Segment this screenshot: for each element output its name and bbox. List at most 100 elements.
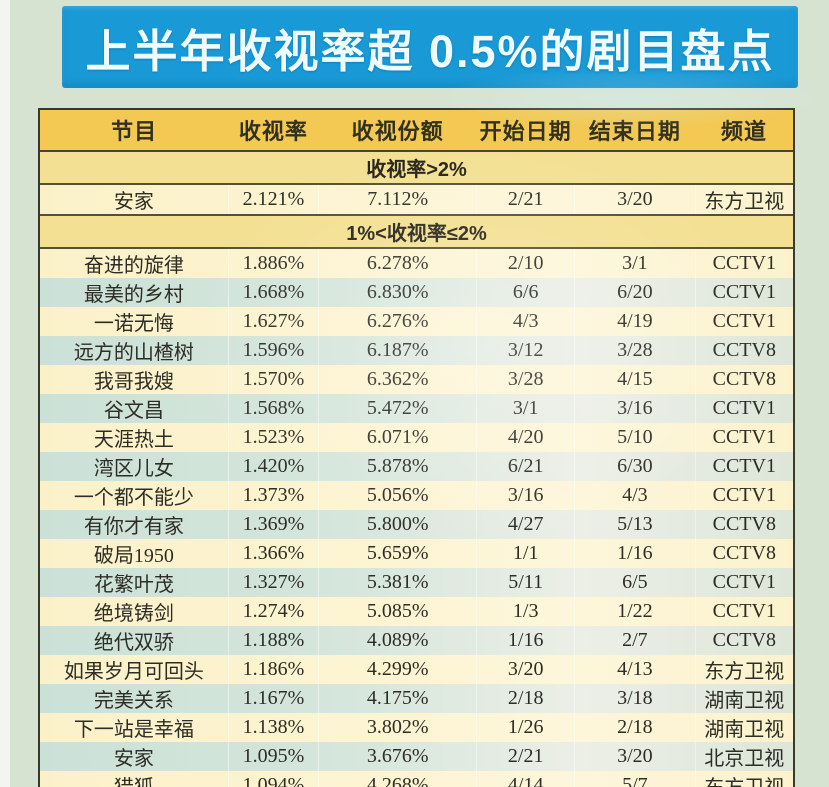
section-header-row: 1%<收视率≤2% — [40, 214, 793, 249]
end-date: 2/18 — [574, 713, 696, 742]
rating-value: 1.570% — [227, 365, 319, 394]
start-date: 1/1 — [476, 539, 575, 568]
start-date: 5/11 — [476, 568, 575, 597]
start-date: 3/12 — [476, 336, 575, 365]
table-row: 花繁叶茂 1.327% 5.381% 5/11 6/5 CCTV1 — [40, 568, 793, 597]
program-name: 破局1950 — [93, 545, 174, 567]
rating-value: 1.420% — [227, 452, 319, 481]
table-row: 下一站是幸福 1.138% 3.802% 1/26 2/18 湖南卫视 — [40, 713, 793, 742]
share-value: 5.878% — [318, 452, 477, 481]
left-margin-strip — [0, 0, 10, 787]
start-date: 4/20 — [476, 423, 575, 452]
share-value: 3.676% — [318, 742, 477, 771]
program-name: 安家 — [113, 748, 154, 770]
rating-value: 1.186% — [227, 655, 319, 684]
channel-name: CCTV1 — [694, 423, 793, 452]
program-name: 完美关系 — [93, 690, 174, 712]
section-header-row: 收视率>2% — [40, 150, 793, 185]
program-name: 最美的乡村 — [83, 284, 184, 306]
end-date: 1/16 — [574, 539, 696, 568]
share-value: 5.659% — [318, 539, 477, 568]
table-row: 猎狐1.094%4.268%4/145/7东方卫视 — [40, 771, 793, 787]
table-row: 如果岁月可回头 1.186% 4.299% 3/20 4/13 东方卫视 — [40, 655, 793, 684]
channel-name: CCTV1 — [694, 248, 793, 278]
page-title: 上半年收视率超 0.5%的剧目盘点 — [85, 25, 775, 77]
start-date: 6/6 — [476, 278, 575, 307]
table-row: 完美关系 1.167% 4.175% 2/18 3/18 湖南卫视 — [40, 684, 793, 713]
channel-name: CCTV1 — [694, 597, 793, 626]
table-header-row: 节目 收视率 收视份额 开始日期 结束日期 频道 — [40, 110, 793, 152]
channel-name: CCTV8 — [694, 626, 793, 655]
channel-name: CCTV1 — [694, 278, 793, 307]
end-date: 5/13 — [574, 510, 696, 539]
column-header-program: 节目 — [40, 110, 229, 152]
end-date: 4/19 — [574, 307, 696, 336]
end-date: 3/18 — [574, 684, 696, 713]
end-date: 3/16 — [574, 394, 696, 423]
table-row: 湾区儿女 1.420% 5.878% 6/21 6/30 CCTV1 — [40, 452, 793, 481]
rating-value: 1.523% — [227, 423, 319, 452]
rating-value: 1.167% — [227, 684, 319, 713]
end-date: 4/13 — [574, 655, 696, 684]
program-name: 绝境铸剑 — [93, 603, 174, 625]
table-row: 奋进的旋律 1.886% 6.278% 2/10 3/1 CCTV1 — [40, 248, 793, 278]
share-value: 6.278% — [318, 248, 477, 278]
start-date: 3/1 — [476, 394, 575, 423]
table-row: 绝代双骄 1.188% 4.089% 1/16 2/7 CCTV8 — [40, 626, 793, 655]
channel-name: CCTV1 — [694, 481, 793, 510]
end-date: 2/7 — [574, 626, 696, 655]
end-date: 3/20 — [574, 742, 696, 771]
share-value: 3.802% — [318, 713, 477, 742]
share-value: 4.268% — [318, 771, 477, 787]
channel-name: 东方卫视 — [694, 771, 793, 787]
table-row: 远方的山楂树 1.596% 6.187% 3/12 3/28 CCTV8 — [40, 336, 793, 365]
start-date: 4/14 — [476, 771, 575, 787]
channel-name: 东方卫视 — [694, 184, 793, 215]
column-header-rating: 收视率 — [228, 110, 319, 152]
table-row: 天涯热土 1.523% 6.071% 4/20 5/10 CCTV1 — [40, 423, 793, 452]
end-date: 6/30 — [574, 452, 696, 481]
share-value: 4.299% — [318, 655, 477, 684]
rating-value: 1.094% — [227, 771, 319, 787]
start-date: 1/3 — [476, 597, 575, 626]
rating-value: 1.327% — [227, 568, 319, 597]
channel-name: CCTV8 — [694, 510, 793, 539]
channel-name: CCTV8 — [694, 539, 793, 568]
channel-name: CCTV1 — [694, 394, 793, 423]
program-name: 猎狐 — [40, 771, 228, 787]
rating-value: 1.366% — [227, 539, 319, 568]
program-name: 有你才有家 — [83, 516, 184, 538]
table-row: 破局1950 1.366% 5.659% 1/1 1/16 CCTV8 — [40, 539, 793, 568]
program-name: 花繁叶茂 — [93, 574, 174, 596]
section-label: 1%<收视率≤2% — [40, 214, 793, 249]
column-header-end-date: 结束日期 — [574, 110, 696, 152]
table-row: 绝境铸剑 1.274% 5.085% 1/3 1/22 CCTV1 — [40, 597, 793, 626]
channel-name: CCTV1 — [694, 568, 793, 597]
program-name: 我哥我嫂 — [93, 371, 174, 393]
table-row: 一诺无悔 1.627% 6.276% 4/3 4/19 CCTV1 — [40, 307, 793, 336]
ratings-table-grid: 节目 收视率 收视份额 开始日期 结束日期 频道 收视率>2% 安家 2.121% 7… — [40, 110, 793, 787]
table-row: 谷文昌 1.568% 5.472% 3/1 3/16 CCTV1 — [40, 394, 793, 423]
column-header-share: 收视份额 — [318, 110, 477, 152]
channel-name: CCTV1 — [694, 307, 793, 336]
table-row: 最美的乡村 1.668% 6.830% 6/6 6/20 CCTV1 — [40, 278, 793, 307]
start-date: 6/21 — [476, 452, 575, 481]
rating-value: 1.095% — [227, 742, 319, 771]
channel-name: CCTV8 — [694, 336, 793, 365]
start-date: 4/27 — [476, 510, 575, 539]
channel-name: 东方卫视 — [694, 655, 793, 684]
start-date: 2/10 — [476, 248, 575, 278]
program-name: 一个都不能少 — [73, 487, 194, 509]
end-date: 6/20 — [574, 278, 696, 307]
share-value: 4.175% — [318, 684, 477, 713]
rating-value: 1.188% — [227, 626, 319, 655]
table-row: 我哥我嫂 1.570% 6.362% 3/28 4/15 CCTV8 — [40, 365, 793, 394]
start-date: 3/28 — [476, 365, 575, 394]
channel-name: 北京卫视 — [694, 742, 793, 771]
end-date: 4/3 — [574, 481, 696, 510]
end-date: 5/7 — [574, 771, 696, 787]
start-date: 3/16 — [476, 481, 575, 510]
rating-value: 1.886% — [227, 248, 319, 278]
share-value: 5.085% — [318, 597, 477, 626]
program-name: 下一站是幸福 — [73, 719, 194, 741]
